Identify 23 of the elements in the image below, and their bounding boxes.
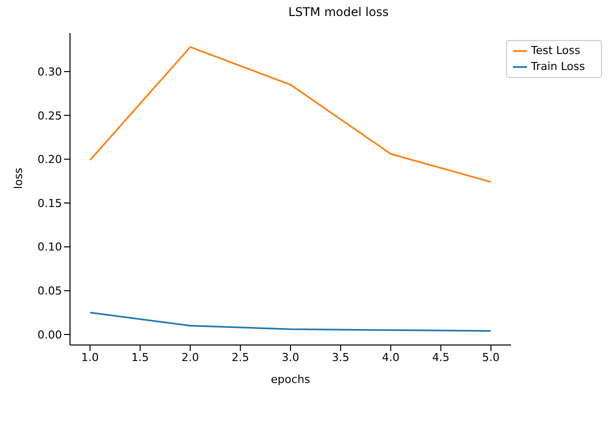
x-tick-label: 2.5 [232, 350, 250, 364]
y-tick-label: 0.25 [38, 109, 62, 122]
y-tick-label: 0.15 [38, 196, 62, 210]
x-tick-label: 1.5 [131, 350, 149, 364]
y-axis-title: loss [12, 167, 25, 189]
x-axis-title: epochs [270, 373, 310, 386]
legend-label: Train Loss [530, 60, 585, 73]
x-tick-label: 4.5 [432, 350, 450, 364]
y-tick-label: 0.05 [38, 284, 62, 298]
line-series [89, 46, 492, 183]
x-tick-label: 3.0 [282, 350, 300, 364]
y-tick-label: 0.00 [38, 328, 62, 342]
x-tick-label: 2.0 [182, 350, 200, 364]
chart-title: LSTM model loss [287, 5, 390, 19]
legend-label: Test Loss [530, 44, 580, 57]
x-tick-label: 4.0 [382, 350, 400, 364]
x-tick-label: 5.0 [482, 350, 500, 364]
y-tick-label: 0.10 [38, 240, 62, 254]
line-series [89, 312, 492, 332]
y-tick-label: 0.20 [38, 153, 62, 166]
x-tick-label: 1.0 [81, 350, 99, 364]
x-tick-label: 3.5 [332, 350, 350, 364]
y-tick-label: 0.30 [38, 65, 62, 78]
